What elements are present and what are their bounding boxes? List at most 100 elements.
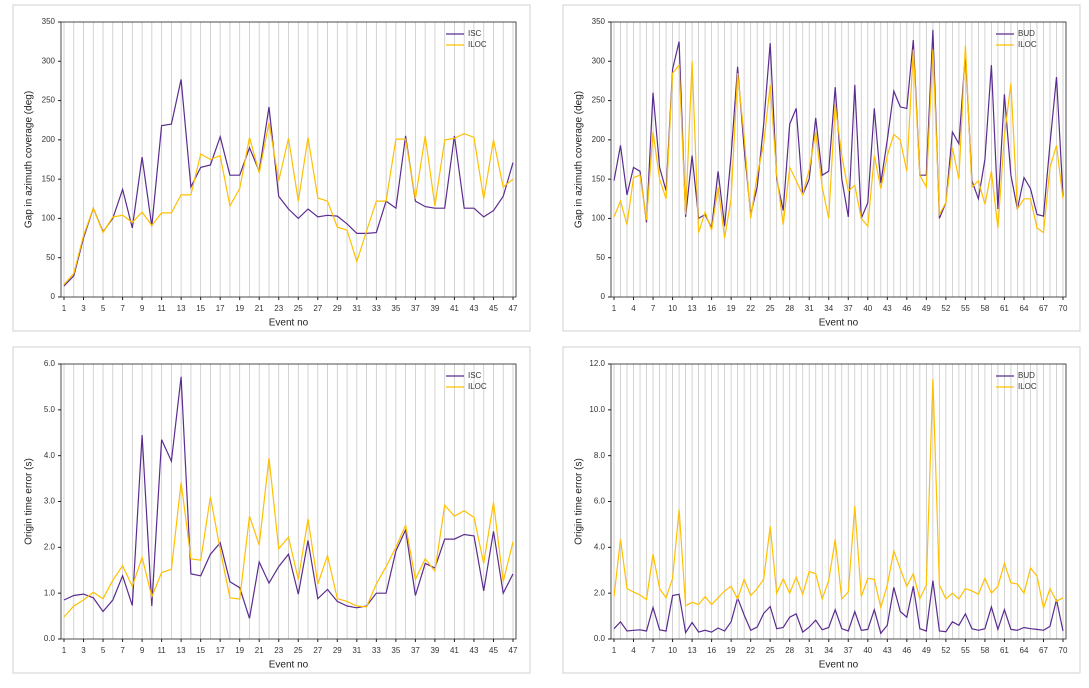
y-axis-title: Gap in azimuth coverage (deg) [574, 91, 585, 228]
x-tick-label: 28 [785, 646, 794, 655]
x-tick-label: 19 [235, 304, 244, 313]
y-tick-label: 1.0 [44, 588, 56, 597]
x-axis-title: Event no [819, 318, 859, 329]
data-line [63, 122, 514, 285]
y-tick-label: 2.0 [594, 588, 606, 597]
x-tick-label: 55 [961, 646, 970, 655]
legend-label: ISC [468, 371, 482, 380]
plot-frame [60, 21, 517, 298]
x-tick-label: 16 [707, 646, 716, 655]
x-tick-label: 46 [902, 304, 911, 313]
x-tick-label: 37 [411, 304, 420, 313]
x-tick-label: 27 [313, 304, 322, 313]
y-tick-label: 350 [42, 17, 56, 26]
x-tick-label: 22 [746, 304, 755, 313]
y-axis-title: Origin time error (s) [574, 458, 585, 545]
x-tick-label: 47 [509, 646, 518, 655]
x-tick-label: 40 [863, 304, 872, 313]
x-tick-label: 22 [746, 646, 755, 655]
x-tick-label: 25 [766, 646, 775, 655]
x-tick-label: 43 [883, 304, 892, 313]
x-tick-label: 27 [313, 646, 322, 655]
x-tick-label: 37 [411, 646, 420, 655]
y-axis-title: Origin time error (s) [24, 458, 35, 545]
y-tick-label: 100 [42, 214, 56, 223]
y-tick-label: 300 [42, 56, 56, 65]
x-tick-label: 9 [140, 304, 145, 313]
data-line [63, 376, 514, 619]
x-tick-label: 34 [824, 646, 833, 655]
x-tick-label: 41 [450, 646, 459, 655]
x-tick-label: 31 [352, 646, 361, 655]
x-tick-label: 17 [216, 304, 225, 313]
y-tick-label: 3.0 [44, 497, 56, 506]
chart-panel: 0 50 100 150 200 250 300 350 1 4 7 10 13 16 19 22 25 28 31… [562, 4, 1081, 332]
x-tick-label: 23 [274, 646, 283, 655]
x-tick-label: 37 [844, 646, 853, 655]
y-tick-label: 4.0 [594, 542, 606, 551]
chart-panel: 0.0 2.0 4.0 6.0 8.0 10.0 12.0 1 4 7 10 13 16 19 22 25 28… [562, 346, 1081, 674]
x-tick-label: 5 [101, 646, 106, 655]
x-tick-label: 21 [255, 304, 264, 313]
panel-frame [12, 4, 531, 332]
y-tick-label: 250 [592, 96, 606, 105]
x-tick-label: 43 [470, 646, 479, 655]
x-tick-label: 39 [430, 304, 439, 313]
x-tick-label: 7 [120, 646, 125, 655]
x-tick-label: 5 [101, 304, 106, 313]
legend-label: ILOC [468, 382, 487, 391]
x-tick-label: 9 [140, 646, 145, 655]
x-tick-label: 31 [352, 304, 361, 313]
plot-frame [610, 21, 1067, 298]
legend-label: ILOC [1018, 40, 1037, 49]
chart-panel: 0.01.02.03.04.05.06.01 3 5 7 9 11 13 15 17 19 21 23… [12, 346, 531, 674]
x-tick-label: 3 [81, 646, 86, 655]
x-axis-title: Event no [269, 318, 309, 329]
x-tick-label: 25 [294, 304, 303, 313]
x-tick-label: 1 [612, 646, 617, 655]
x-tick-label: 23 [274, 304, 283, 313]
y-tick-label: 8.0 [594, 451, 606, 460]
y-tick-label: 0 [51, 292, 56, 301]
x-tick-label: 67 [1039, 646, 1048, 655]
data-line [613, 580, 1064, 635]
x-tick-label: 43 [883, 646, 892, 655]
legend-label: BUD [1018, 371, 1035, 380]
x-tick-label: 37 [844, 304, 853, 313]
y-tick-label: 200 [592, 135, 606, 144]
y-tick-label: 150 [42, 174, 56, 183]
y-tick-label: 50 [46, 253, 55, 262]
x-tick-label: 61 [1000, 646, 1009, 655]
x-tick-label: 33 [372, 646, 381, 655]
x-tick-label: 19 [727, 304, 736, 313]
x-tick-label: 61 [1000, 304, 1009, 313]
x-tick-label: 17 [216, 646, 225, 655]
x-tick-label: 70 [1059, 646, 1068, 655]
x-tick-label: 55 [961, 304, 970, 313]
x-axis-title: Event no [269, 660, 309, 671]
x-tick-label: 19 [727, 646, 736, 655]
y-tick-label: 150 [592, 174, 606, 183]
x-tick-label: 64 [1020, 304, 1029, 313]
y-tick-label: 10.0 [589, 405, 605, 414]
y-tick-label: 0.0 [44, 634, 56, 643]
x-tick-label: 47 [509, 304, 518, 313]
x-tick-label: 1 [612, 304, 617, 313]
x-tick-label: 19 [235, 646, 244, 655]
x-tick-label: 4 [631, 646, 636, 655]
x-tick-label: 16 [707, 304, 716, 313]
y-tick-label: 6.0 [44, 359, 56, 368]
x-tick-label: 28 [785, 304, 794, 313]
x-tick-label: 40 [863, 646, 872, 655]
x-tick-label: 58 [980, 304, 989, 313]
y-tick-label: 300 [592, 56, 606, 65]
y-tick-label: 350 [592, 17, 606, 26]
x-tick-label: 43 [470, 304, 479, 313]
x-tick-label: 49 [922, 304, 931, 313]
x-tick-label: 29 [333, 304, 342, 313]
data-line [63, 457, 514, 618]
x-tick-label: 64 [1020, 646, 1029, 655]
x-tick-label: 39 [430, 646, 439, 655]
x-tick-label: 13 [177, 646, 186, 655]
